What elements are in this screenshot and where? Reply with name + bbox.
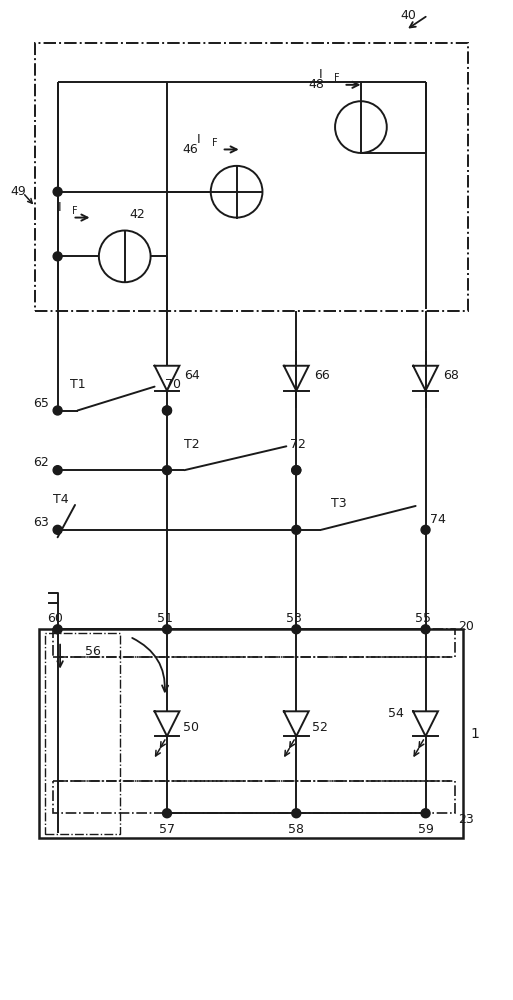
Text: 23: 23: [458, 813, 473, 826]
Text: I: I: [197, 133, 201, 146]
Text: 51: 51: [156, 612, 172, 625]
Text: I: I: [319, 68, 322, 81]
Bar: [38, 629, 463, 838]
Text: 64: 64: [184, 369, 200, 382]
Bar: [45, 633, 120, 834]
Circle shape: [292, 466, 301, 475]
Circle shape: [292, 625, 301, 634]
Text: 72: 72: [290, 438, 306, 451]
Text: T4: T4: [53, 493, 68, 506]
Text: 74: 74: [429, 513, 445, 526]
Text: F: F: [333, 73, 339, 83]
Text: 66: 66: [313, 369, 329, 382]
Text: 62: 62: [33, 456, 49, 469]
Circle shape: [421, 809, 430, 818]
Text: I: I: [57, 201, 61, 214]
Circle shape: [292, 466, 301, 475]
Text: T1: T1: [70, 378, 86, 391]
Text: 48: 48: [309, 78, 325, 91]
Circle shape: [292, 525, 301, 534]
Text: 55: 55: [415, 612, 431, 625]
Text: 52: 52: [312, 721, 328, 734]
Text: 60: 60: [47, 612, 63, 625]
Bar: [35, 43, 468, 311]
Bar: [53, 781, 456, 813]
Text: 49: 49: [10, 185, 26, 198]
Text: 63: 63: [33, 516, 49, 529]
Circle shape: [53, 187, 62, 196]
Text: 53: 53: [286, 612, 302, 625]
Text: T3: T3: [331, 497, 347, 510]
Text: 1: 1: [470, 727, 479, 741]
Text: 57: 57: [159, 823, 175, 836]
Circle shape: [163, 625, 171, 634]
Circle shape: [163, 466, 171, 475]
Circle shape: [292, 809, 301, 818]
Circle shape: [163, 809, 171, 818]
Circle shape: [163, 406, 171, 415]
Bar: [53, 629, 456, 657]
Text: 46: 46: [182, 143, 198, 156]
Text: 20: 20: [458, 620, 473, 633]
Text: 54: 54: [388, 707, 404, 720]
Text: 65: 65: [33, 397, 49, 410]
Text: 40: 40: [401, 9, 417, 22]
Circle shape: [53, 466, 62, 475]
Text: 50: 50: [183, 721, 199, 734]
Text: 70: 70: [165, 378, 181, 391]
Text: 59: 59: [418, 823, 433, 836]
Text: T2: T2: [184, 438, 200, 451]
Circle shape: [53, 625, 62, 634]
Circle shape: [53, 252, 62, 261]
Circle shape: [421, 525, 430, 534]
Circle shape: [163, 406, 171, 415]
Text: F: F: [212, 138, 218, 148]
Text: F: F: [71, 206, 77, 216]
Text: 68: 68: [443, 369, 459, 382]
Text: 58: 58: [288, 823, 304, 836]
Circle shape: [421, 625, 430, 634]
Circle shape: [53, 406, 62, 415]
Text: 42: 42: [130, 208, 146, 221]
Circle shape: [53, 525, 62, 534]
Text: 56: 56: [85, 645, 101, 658]
